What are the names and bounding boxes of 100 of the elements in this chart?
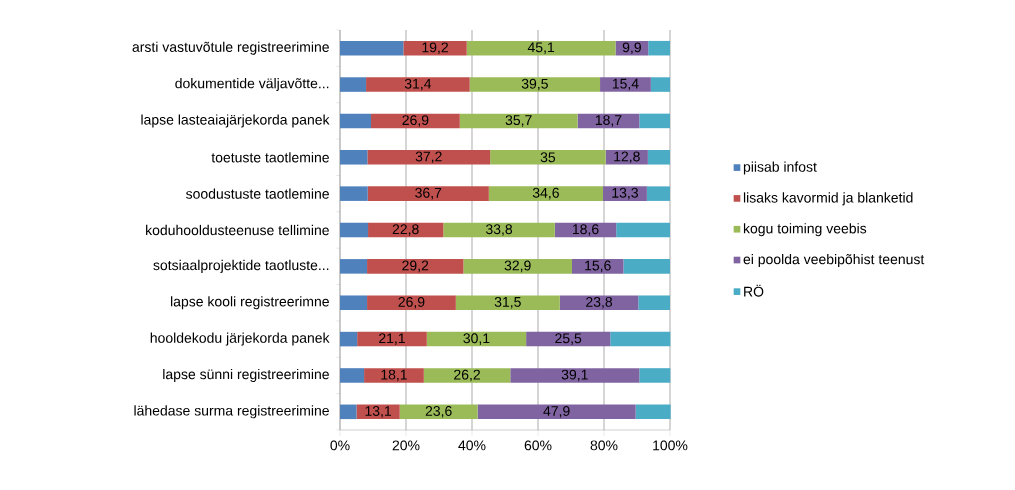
y-tick-label: lähedase surma registreerimine xyxy=(134,405,329,419)
bar xyxy=(469,77,601,92)
data-label: 12,8 xyxy=(614,151,640,164)
bar xyxy=(340,40,404,56)
x-tick-label: 40% xyxy=(458,440,486,451)
x-tick-label: 60% xyxy=(524,440,552,451)
y-tick-label: koduhooldusteenuse tellimine xyxy=(146,224,329,236)
data-label: 31,4 xyxy=(404,78,432,91)
data-label: 26,9 xyxy=(398,296,425,309)
bar xyxy=(459,113,578,129)
data-label: 30,1 xyxy=(463,333,490,345)
bar xyxy=(648,40,670,56)
legend-label: piisab infost xyxy=(743,161,817,175)
data-label: 35 xyxy=(540,152,556,163)
bar xyxy=(340,259,368,274)
bar xyxy=(340,331,358,347)
legend-label: kogu toiming veebis xyxy=(743,223,867,237)
bar xyxy=(340,404,357,420)
y-tick-label: lapse sünni registreerimine xyxy=(163,368,329,382)
data-label: 33,8 xyxy=(485,224,513,236)
bar xyxy=(490,150,606,165)
bar xyxy=(364,368,424,383)
bar xyxy=(443,222,555,238)
data-label: 15,4 xyxy=(612,78,639,91)
bar xyxy=(340,295,368,310)
bar xyxy=(623,259,670,274)
bar xyxy=(340,368,365,383)
data-label: 26,9 xyxy=(402,115,429,127)
data-label: 21,1 xyxy=(379,333,405,345)
bar xyxy=(366,77,470,92)
bar xyxy=(603,186,647,201)
bar xyxy=(367,259,464,274)
data-label: 37,2 xyxy=(415,151,442,164)
bar xyxy=(371,113,460,129)
data-label: 25,5 xyxy=(555,333,582,345)
data-label: 18,7 xyxy=(595,115,622,127)
bar xyxy=(423,368,511,383)
bar xyxy=(357,331,427,347)
data-label: 29,2 xyxy=(402,260,429,273)
data-label: 15,6 xyxy=(585,260,611,273)
bar xyxy=(455,295,560,310)
y-tick-label: dokumentide väljavõtte... xyxy=(175,78,329,92)
bar xyxy=(610,331,671,347)
legend-label: lisaks kavormid ja blanketid xyxy=(743,192,913,206)
data-label: 9,9 xyxy=(622,42,641,54)
y-tick-label: toetuste taotlemine xyxy=(211,152,329,163)
legend-label: ei poolda veebipõhist teenust xyxy=(743,253,925,268)
bar xyxy=(340,77,367,92)
data-label: 23,6 xyxy=(425,406,452,418)
data-label: 39,5 xyxy=(521,78,548,91)
bar xyxy=(463,259,572,274)
data-label: 32,9 xyxy=(504,260,531,273)
x-tick-label: 20% xyxy=(392,440,420,451)
y-tick-label: hooldekodu järjekorda panek xyxy=(150,332,330,346)
data-label: 36,7 xyxy=(415,187,442,200)
bar xyxy=(635,404,671,420)
data-label: 19,2 xyxy=(422,42,448,54)
x-tick-label: 100% xyxy=(653,440,688,451)
bar xyxy=(367,150,491,165)
data-label: 13,1 xyxy=(365,406,392,418)
bar xyxy=(510,368,640,383)
data-label: 26,2 xyxy=(454,369,480,382)
y-tick-label: lapse lasteaiajärjekorda panek xyxy=(141,114,330,128)
data-label: 22,8 xyxy=(392,224,419,236)
y-tick-label: sotsiaalprojektide taotluste... xyxy=(153,259,329,273)
bar xyxy=(477,404,636,420)
bar xyxy=(340,113,372,129)
x-tick-label: 80% xyxy=(590,440,618,451)
data-label: 31,5 xyxy=(494,296,521,309)
data-label: 45,1 xyxy=(527,42,555,54)
bar xyxy=(638,295,670,310)
bar xyxy=(605,150,648,165)
data-label: 39,1 xyxy=(561,369,588,382)
data-label: 34,6 xyxy=(532,187,559,200)
bar xyxy=(571,259,624,274)
bar xyxy=(559,295,639,310)
bar xyxy=(639,113,670,129)
bar xyxy=(340,150,368,165)
bar xyxy=(340,222,369,238)
bar xyxy=(647,150,670,165)
legend-label: RÖ xyxy=(744,284,764,297)
data-label: 35,7 xyxy=(505,115,532,127)
bar xyxy=(488,186,604,201)
bar xyxy=(646,186,670,201)
bar xyxy=(639,368,671,383)
bar xyxy=(466,40,616,56)
y-tick-label: arsti vastuvõtule registreerimine xyxy=(132,41,329,55)
bar xyxy=(367,186,489,201)
y-tick-label: soodustuste taotlemine xyxy=(186,188,329,199)
bar xyxy=(340,186,368,201)
bar xyxy=(426,331,527,347)
data-label: 23,8 xyxy=(586,296,613,309)
bar xyxy=(650,77,670,92)
data-label: 18,1 xyxy=(381,369,407,382)
y-tick-label: lapse kooli registreerimne xyxy=(171,296,329,310)
data-label: 47,9 xyxy=(543,406,570,418)
bar xyxy=(616,222,670,238)
data-label: 18,6 xyxy=(572,224,599,236)
data-label: 13,3 xyxy=(612,187,638,200)
x-tick-label: 0% xyxy=(330,440,350,451)
